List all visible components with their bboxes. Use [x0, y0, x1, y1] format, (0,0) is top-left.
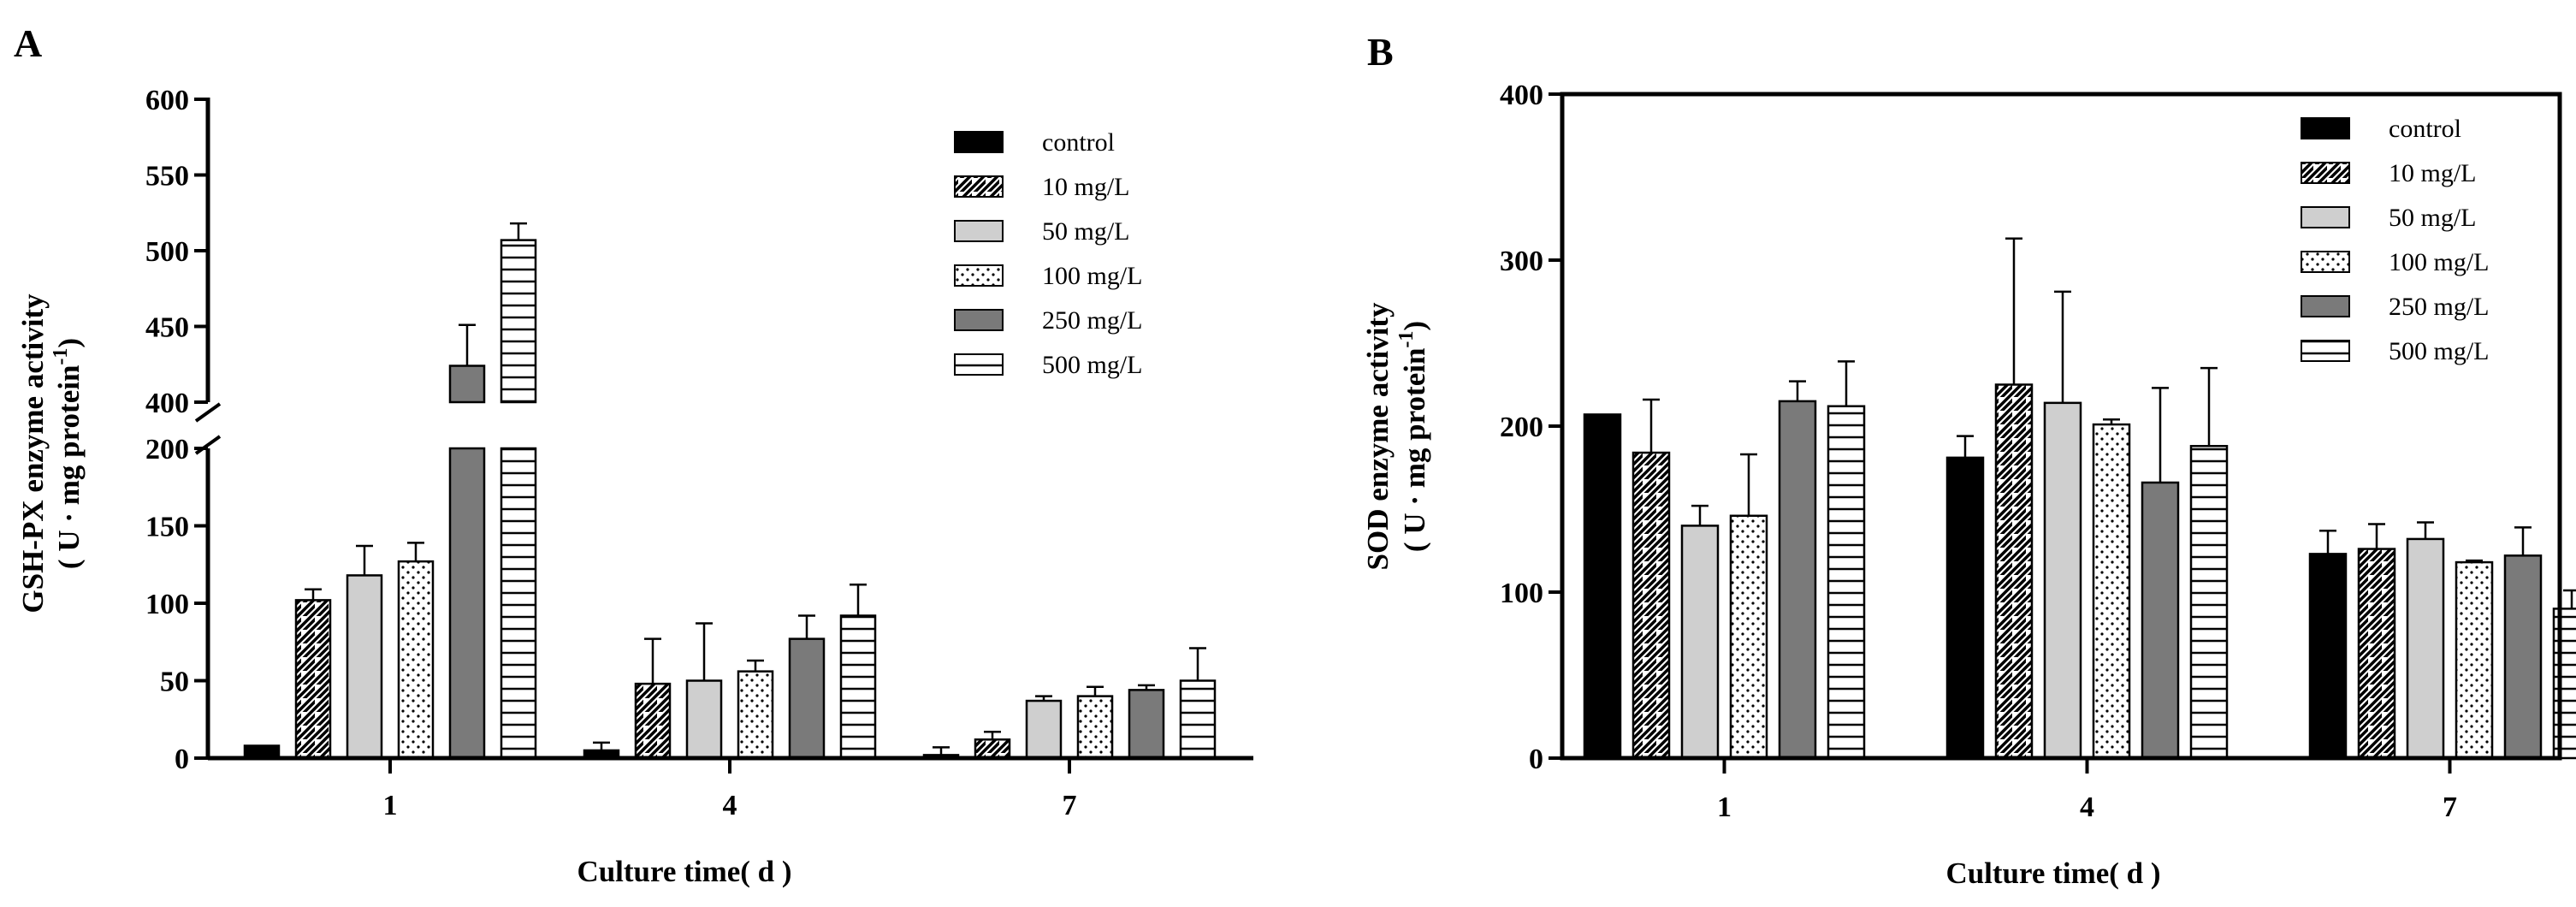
- panel-b-xlabel: Culture time( d ): [1945, 857, 2160, 890]
- panel-b-ytick-label: 100: [1500, 578, 1543, 609]
- legend-label-250-mg-l: 250 mg/L: [1042, 306, 1143, 335]
- panel-b: B SOD enzyme activity ( U · mg protein-1…: [1361, 30, 2576, 890]
- panel-a-axis-break-mark: [194, 435, 222, 455]
- panel-b-ylabel-line1: SOD enzyme activity: [1361, 302, 1395, 570]
- legend-label-100-mg-l: 100 mg/L: [1042, 262, 1143, 290]
- legend-swatch-100-mg-l: [954, 264, 1004, 287]
- panel-b-bar-10-mg-l-day-7: [2357, 548, 2396, 760]
- panel-b-bar-500-mg-l-day-7: [2552, 608, 2576, 760]
- legend-label-250-mg-l: 250 mg/L: [2389, 293, 2490, 321]
- legend-swatch-500-mg-l: [954, 353, 1004, 376]
- panel-b-legend: control 10 mg/L 50 mg/L 100 mg/L 250 mg/L 500…: [2301, 115, 2490, 365]
- panel-b-bar-250-mg-l-day-1: [1778, 400, 1817, 760]
- panel-a-ytick-label: 600: [145, 85, 189, 116]
- panel-b-bar-control-day-1: [1583, 413, 1622, 760]
- panel-b-bar-500-mg-l-day-4: [2189, 445, 2229, 760]
- legend-swatch-500-mg-l: [2301, 340, 2350, 362]
- panel-a-bar-50-mg-l-day-4: [685, 679, 723, 760]
- panel-a-bar-10-mg-l-day-7: [974, 738, 1011, 760]
- panel-a-bar-500-mg-l-day-1-seg0: [500, 447, 537, 760]
- legend-swatch-10-mg-l: [2301, 162, 2350, 184]
- panel-a-bar-50-mg-l-day-1: [346, 574, 383, 760]
- panel-b-xtick-label: 4: [2080, 791, 2094, 823]
- panel-b-ytick-label: 400: [1500, 80, 1543, 111]
- panel-a-letter: A: [14, 21, 42, 65]
- panel-a-bar-100-mg-l-day-1: [397, 560, 435, 760]
- panel-b-xtick-label: 1: [1717, 791, 1732, 823]
- panel-b-bar-50-mg-l-day-1: [1680, 525, 1720, 760]
- panel-a-xtick-label: 4: [723, 790, 737, 821]
- legend-label-control: control: [2389, 115, 2461, 143]
- panel-a-bar-100-mg-l-day-4: [737, 670, 774, 760]
- panel-b-bar-50-mg-l-day-4: [2043, 401, 2082, 760]
- legend-swatch-100-mg-l: [2301, 251, 2350, 273]
- panel-b-ytick-label: 300: [1500, 246, 1543, 277]
- panel-a-axis-break-mark: [194, 402, 222, 423]
- panel-b-ytick-label: 0: [1529, 744, 1543, 775]
- legend-label-50-mg-l: 50 mg/L: [1042, 217, 1130, 246]
- panel-b-xtick-label: 7: [2443, 791, 2457, 823]
- panel-a-bar-500-mg-l-day-7: [1179, 679, 1217, 760]
- panel-b-bar-100-mg-l-day-7: [2455, 560, 2494, 760]
- panel-b-bar-control-day-7: [2308, 553, 2348, 760]
- panel-b-bar-control-day-4: [1945, 456, 1985, 760]
- legend-label-control: control: [1042, 128, 1115, 157]
- panel-a-bar-100-mg-l-day-7: [1076, 695, 1114, 760]
- panel-b-bar-10-mg-l-day-1: [1631, 451, 1671, 760]
- legend-swatch-250-mg-l: [954, 309, 1004, 331]
- panel-a-bar-250-mg-l-day-7: [1128, 689, 1165, 760]
- panel-a-bar-10-mg-l-day-4: [634, 682, 672, 760]
- panel-b-ylabel-line2: ( U · mg protein-1): [1395, 321, 1431, 552]
- panel-a-ytick-label: 200: [145, 434, 189, 465]
- panel-b-ytick-label: 200: [1500, 412, 1543, 443]
- panel-a-ytick-label: 400: [145, 388, 189, 419]
- panel-b-bar-10-mg-l-day-4: [1994, 383, 2034, 760]
- panel-a-ylabel-line1: GSH-PX enzyme activity: [16, 293, 50, 614]
- legend-label-500-mg-l: 500 mg/L: [1042, 351, 1143, 379]
- panel-a-xtick-label: 7: [1063, 790, 1077, 821]
- legend-label-10-mg-l: 10 mg/L: [2389, 159, 2477, 187]
- panel-a-ytick-label: 450: [145, 312, 189, 344]
- legend-swatch-50-mg-l: [2301, 206, 2350, 228]
- panel-b-bar-250-mg-l-day-4: [2141, 481, 2180, 760]
- panel-a: A GSH-PX enzyme activity ( U · mg protei…: [14, 21, 1253, 888]
- panel-b-bar-100-mg-l-day-4: [2092, 423, 2131, 760]
- panel-a-bar-500-mg-l-day-4: [839, 614, 877, 760]
- panel-a-bar-250-mg-l-day-4: [788, 637, 826, 760]
- legend-swatch-50-mg-l: [954, 220, 1004, 242]
- panel-a-bar-250-mg-l-day-1-seg1: [448, 365, 486, 404]
- panel-a-ytick-label: 150: [145, 512, 189, 543]
- panel-a-ytick-label: 50: [160, 667, 189, 698]
- legend-swatch-control: [2301, 117, 2350, 139]
- panel-b-bar-50-mg-l-day-7: [2406, 537, 2445, 760]
- legend-swatch-control: [954, 131, 1004, 153]
- panel-a-bar-500-mg-l-day-1-seg1: [500, 239, 537, 404]
- legend-label-50-mg-l: 50 mg/L: [2389, 204, 2477, 232]
- legend-swatch-250-mg-l: [2301, 295, 2350, 317]
- panel-a-bar-10-mg-l-day-1: [294, 599, 332, 760]
- panel-a-xlabel: Culture time( d ): [577, 855, 791, 888]
- panel-a-ylabel-line2: ( U · mg protein-1): [50, 338, 86, 569]
- panel-b-bar-500-mg-l-day-1: [1827, 405, 1866, 760]
- panel-b-bar-250-mg-l-day-7: [2503, 554, 2543, 760]
- panel-a-bar-250-mg-l-day-1-seg0: [448, 447, 486, 760]
- panel-b-bar-100-mg-l-day-1: [1729, 514, 1768, 760]
- panel-a-ytick-label: 100: [145, 589, 189, 620]
- panel-b-letter: B: [1367, 30, 1394, 74]
- legend-label-100-mg-l: 100 mg/L: [2389, 248, 2490, 276]
- panel-a-ytick-label: 0: [175, 744, 189, 775]
- legend-label-10-mg-l: 10 mg/L: [1042, 173, 1130, 201]
- legend-label-500-mg-l: 500 mg/L: [2389, 337, 2490, 365]
- panel-a-ytick-label: 550: [145, 161, 189, 193]
- panel-a-ytick-label: 500: [145, 236, 189, 268]
- legend-swatch-10-mg-l: [954, 175, 1004, 198]
- panel-a-bar-50-mg-l-day-7: [1025, 699, 1063, 760]
- panel-a-xtick-label: 1: [383, 790, 398, 821]
- panel-a-legend: control 10 mg/L 50 mg/L 100 mg/L 250 mg/L 500…: [954, 128, 1143, 379]
